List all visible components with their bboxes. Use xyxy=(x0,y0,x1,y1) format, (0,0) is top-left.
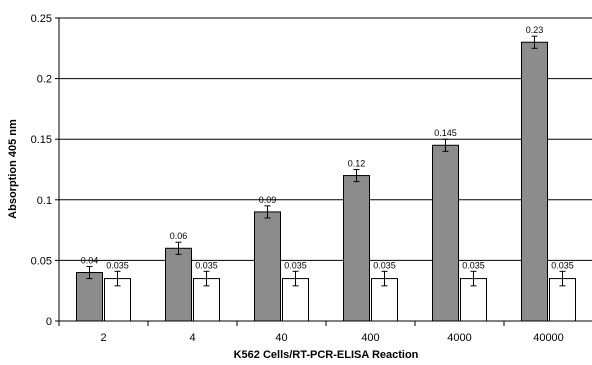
x-tick-label: 40 xyxy=(275,332,287,344)
y-tick-label: 0.05 xyxy=(31,255,52,267)
x-tick-label: 40000 xyxy=(533,332,564,344)
data-label: 0.23 xyxy=(526,25,544,35)
bar xyxy=(254,211,281,322)
data-label: 0.09 xyxy=(259,195,277,205)
x-axis-ticks: 2 4 40 400 4000 40000 xyxy=(58,321,564,344)
y-tick-label: 0 xyxy=(46,316,52,328)
data-label: 0.035 xyxy=(284,260,307,270)
bar xyxy=(193,278,220,322)
data-label: 0.06 xyxy=(170,231,188,241)
bar xyxy=(521,41,548,322)
data-label: 0.035 xyxy=(373,260,396,270)
bars xyxy=(76,41,576,322)
data-label: 0.145 xyxy=(434,128,457,138)
bar xyxy=(432,144,459,322)
y-axis-title: Absorption 405 nm xyxy=(7,119,19,219)
data-label: 0.035 xyxy=(551,260,574,270)
bar xyxy=(165,247,192,322)
data-labels: 0.04 0.06 0.09 0.12 0.145 0.23 0.035 0.035 0.035… xyxy=(81,25,574,270)
data-label: 0.035 xyxy=(106,260,129,270)
data-label: 0.04 xyxy=(81,255,99,265)
data-label: 0.035 xyxy=(195,260,218,270)
y-tick-label: 0.1 xyxy=(37,195,52,207)
gridlines xyxy=(59,17,592,261)
y-tick-label: 0.2 xyxy=(37,74,52,86)
x-tick-label: 4000 xyxy=(447,332,471,344)
x-axis-title: K562 Cells/RT-PCR-ELISA Reaction xyxy=(234,349,419,361)
y-tick-label: 0.15 xyxy=(31,134,52,146)
data-label: 0.035 xyxy=(462,260,485,270)
y-axis-ticks: 0 0.05 0.1 0.15 0.2 0.25 xyxy=(31,13,59,328)
bar xyxy=(76,272,103,322)
error-bars xyxy=(86,35,566,287)
x-tick-label: 2 xyxy=(100,332,106,344)
data-label: 0.12 xyxy=(348,159,366,169)
bar xyxy=(343,175,370,322)
x-tick-label: 4 xyxy=(189,332,195,344)
y-tick-label: 0.25 xyxy=(31,13,52,25)
x-tick-label: 400 xyxy=(361,332,379,344)
